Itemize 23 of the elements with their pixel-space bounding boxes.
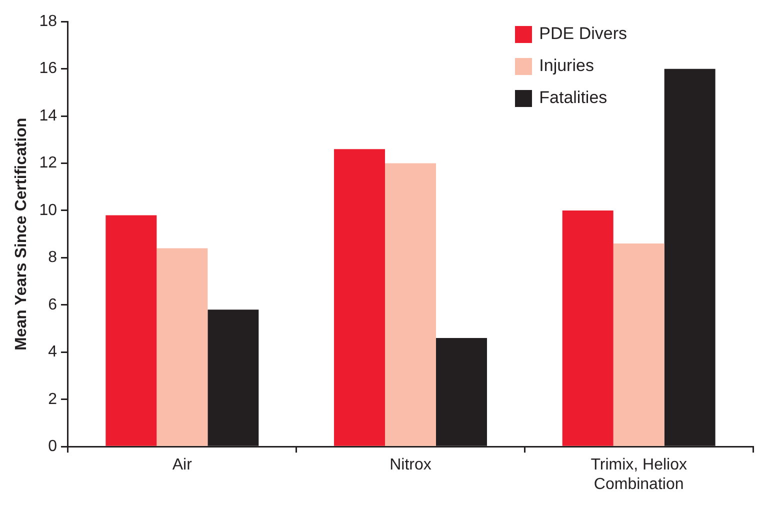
bar <box>562 210 614 446</box>
y-tick-label: 12 <box>39 154 58 172</box>
x-tick-label: Trimix, Heliox Combination <box>590 456 687 493</box>
x-tick-label: Air <box>172 456 193 474</box>
y-tick-label: 4 <box>48 344 58 361</box>
bar <box>385 163 436 446</box>
y-tick-label: 10 <box>39 202 58 219</box>
y-tick-label: 0 <box>48 438 58 456</box>
x-tick-label: Nitrox <box>390 456 432 474</box>
legend-label: Fatalities <box>539 88 608 108</box>
y-tick-label: 2 <box>48 390 58 408</box>
bar <box>156 248 208 446</box>
legend-label: PDE Divers <box>539 24 627 44</box>
legend-label: Injuries <box>539 56 594 76</box>
y-tick-label: 16 <box>39 60 58 78</box>
bar <box>334 149 385 446</box>
bar <box>106 215 157 446</box>
y-tick-label: 8 <box>48 249 58 266</box>
y-tick-label: 14 <box>39 107 58 124</box>
y-tick-label: 18 <box>39 13 58 30</box>
bar <box>613 244 664 446</box>
y-axis-title: Mean Years Since Certification <box>13 118 30 350</box>
y-tick-label: 6 <box>48 296 58 314</box>
